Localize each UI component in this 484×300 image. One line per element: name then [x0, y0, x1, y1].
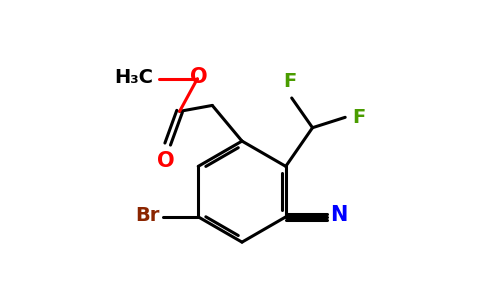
Text: O: O — [157, 152, 175, 172]
Text: F: F — [353, 108, 366, 127]
Text: Br: Br — [135, 206, 160, 225]
Text: O: O — [190, 67, 208, 87]
Text: F: F — [284, 72, 297, 91]
Text: H₃C: H₃C — [114, 68, 153, 87]
Text: N: N — [331, 206, 348, 225]
